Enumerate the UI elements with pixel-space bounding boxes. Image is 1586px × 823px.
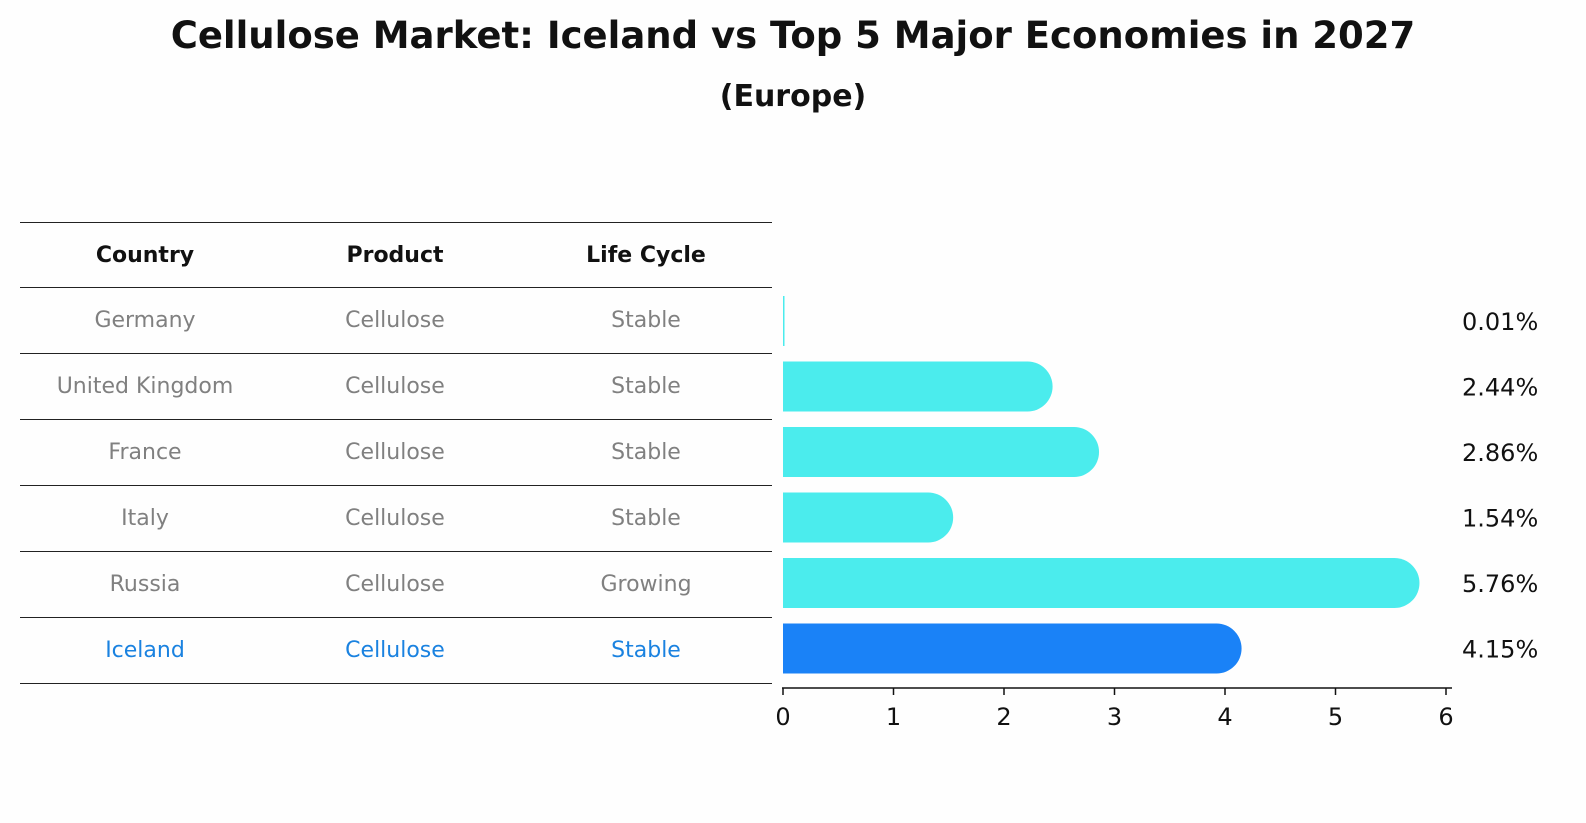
table-header: Country Product Life Cycle — [20, 222, 772, 288]
chart-subtitle: (Europe) — [719, 79, 867, 114]
table-row: Germany Cellulose Stable — [20, 288, 772, 354]
table-row: United Kingdom Cellulose Stable — [20, 354, 772, 420]
life-cycle-cell: Growing — [600, 572, 692, 597]
life-cycle-cell: Stable — [611, 374, 681, 399]
bar — [783, 361, 1053, 412]
life-cycle-cell: Stable — [611, 440, 681, 465]
product-cell: Cellulose — [345, 374, 445, 399]
bar-value-label: 5.76% — [1462, 570, 1538, 598]
country-cell: France — [108, 440, 182, 465]
bar-value-label: 0.01% — [1462, 308, 1538, 336]
country-cell: Russia — [109, 572, 181, 597]
header-product: Product — [346, 242, 444, 268]
product-cell: Cellulose — [345, 308, 445, 333]
bar-value-label: 2.86% — [1462, 439, 1538, 467]
x-tick-label: 1 — [886, 703, 901, 731]
life-cycle-cell: Stable — [611, 638, 681, 663]
country-cell: Italy — [121, 506, 169, 531]
bar — [783, 296, 785, 346]
table-row: Italy Cellulose Stable — [20, 486, 772, 552]
life-cycle-cell: Stable — [611, 308, 681, 333]
market-table: Country Product Life Cycle Germany Cellu… — [20, 222, 772, 684]
bar — [783, 427, 1100, 477]
x-tick-label: 6 — [1438, 703, 1453, 731]
header-life-cycle: Life Cycle — [586, 242, 706, 268]
life-cycle-cell: Stable — [611, 506, 681, 531]
bar-value-label: 1.54% — [1462, 505, 1538, 533]
country-cell: Iceland — [105, 638, 185, 663]
chart-title: Cellulose Market: Iceland vs Top 5 Major… — [170, 14, 1416, 57]
country-cell: United Kingdom — [56, 374, 234, 399]
product-cell: Cellulose — [345, 638, 445, 663]
bar-value-label: 2.44% — [1462, 374, 1538, 402]
table-row: France Cellulose Stable — [20, 420, 772, 486]
table-row-highlight: Iceland Cellulose Stable — [20, 618, 772, 684]
product-cell: Cellulose — [345, 440, 445, 465]
bar-highlight — [783, 623, 1242, 674]
bar — [783, 558, 1420, 608]
x-tick-label: 0 — [775, 703, 790, 731]
product-cell: Cellulose — [345, 506, 445, 531]
x-tick-label: 5 — [1328, 703, 1343, 731]
product-cell: Cellulose — [345, 572, 445, 597]
x-tick-label: 3 — [1107, 703, 1122, 731]
bar — [783, 492, 954, 543]
x-tick-label: 4 — [1217, 703, 1232, 731]
country-cell: Germany — [94, 308, 196, 333]
bar-value-label: 4.15% — [1462, 636, 1538, 664]
table-row: Russia Cellulose Growing — [20, 552, 772, 618]
x-tick-label: 2 — [996, 703, 1011, 731]
header-country: Country — [95, 242, 195, 268]
